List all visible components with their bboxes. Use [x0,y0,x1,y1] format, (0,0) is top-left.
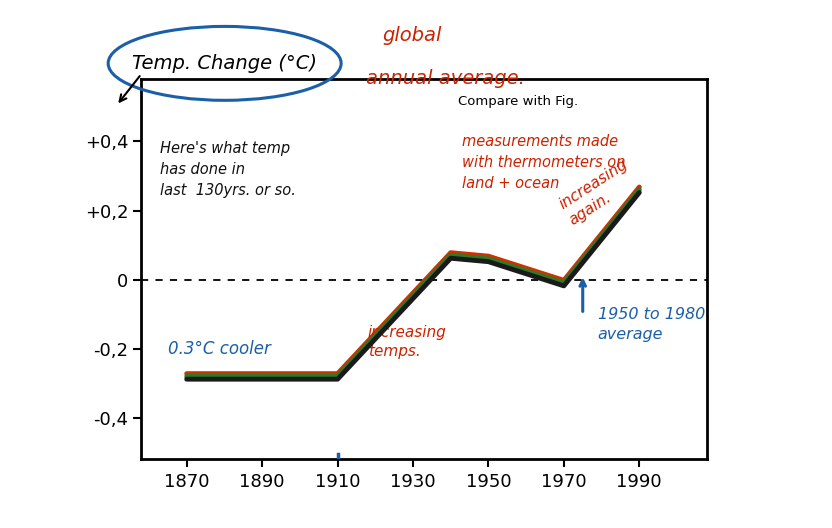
Text: Compare with Fig.: Compare with Fig. [458,95,577,108]
Text: 1950 to 1980
average: 1950 to 1980 average [598,307,705,342]
Text: global: global [383,26,442,45]
Text: annual average.: annual average. [366,69,525,88]
Text: increasing
again.: increasing again. [557,157,641,228]
Text: measurements made
with thermometers on
land + ocean: measurements made with thermometers on l… [462,135,626,192]
Text: Temp. Change (°C): Temp. Change (°C) [132,54,317,73]
Text: 0.3°C cooler: 0.3°C cooler [168,340,270,358]
Text: increasing
temps.: increasing temps. [368,325,447,360]
Text: Here's what temp
has done in
last  130yrs. or so.: Here's what temp has done in last 130yrs… [161,142,296,199]
